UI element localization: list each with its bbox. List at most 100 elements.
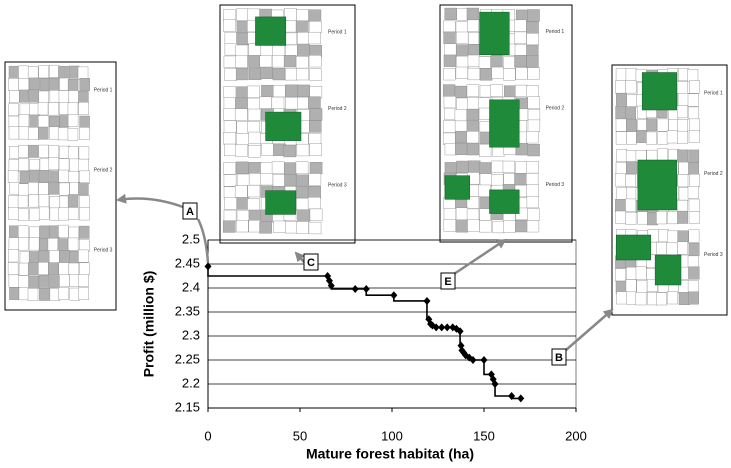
map-cell: [58, 287, 69, 300]
map-cell: [223, 120, 237, 133]
map-cell: [18, 114, 30, 128]
map-cell: [272, 67, 286, 81]
map-cell: [235, 161, 249, 174]
map-cell: [527, 96, 540, 109]
map-cell: [688, 118, 700, 132]
map-cell: [615, 131, 627, 145]
map-cell: [309, 86, 323, 99]
y-tick-label: 2.3: [182, 327, 200, 342]
map-cell: [455, 66, 468, 79]
map-cell: [455, 207, 469, 220]
map-cell: [38, 126, 49, 140]
map-cell: [309, 143, 322, 156]
map-cell: [646, 118, 657, 132]
y-tick-label: 2.25: [175, 351, 200, 366]
map-cell: [625, 174, 636, 187]
map-cell: [527, 67, 540, 80]
map-cell: [443, 31, 456, 44]
map-cell: [526, 44, 539, 57]
map-cell: [49, 170, 61, 184]
map-cell: [235, 44, 249, 57]
map-cell: [28, 127, 39, 140]
map-cell: [67, 194, 79, 208]
map-cell: [625, 80, 637, 94]
map-cell: [47, 262, 59, 276]
map-cell: [615, 68, 627, 82]
map-cell: [8, 126, 20, 140]
map-cell: [614, 173, 626, 187]
map-cell: [490, 84, 503, 97]
map-cell: [616, 149, 628, 163]
period-label: Period 3: [704, 252, 723, 258]
harvest-block: [616, 234, 652, 261]
map-cell: [79, 262, 90, 276]
map-cell: [223, 9, 236, 22]
callout-label: E: [444, 276, 451, 288]
data-point: [423, 296, 431, 305]
map-cell: [526, 220, 540, 233]
map-cell: [687, 69, 699, 82]
map-cell: [526, 195, 539, 209]
map-cell: [48, 102, 59, 116]
map-cell: [666, 130, 678, 144]
map-cell: [295, 161, 309, 174]
data-point: [456, 327, 464, 336]
data-point: [480, 356, 488, 364]
map-cell: [616, 92, 627, 106]
map-cell: [616, 291, 628, 305]
x-axis-title: Mature forest habitat (ha): [306, 446, 474, 462]
map-cell: [526, 55, 539, 68]
map-cell: [308, 133, 322, 146]
map-cell: [9, 225, 20, 239]
map-cell: [248, 173, 262, 186]
map-cell: [515, 67, 528, 80]
map-cell: [503, 173, 516, 186]
map-cell: [48, 157, 60, 171]
map-cell: [9, 146, 20, 159]
map-cell: [224, 43, 238, 56]
map-cell: [8, 249, 19, 263]
map-cell: [467, 97, 480, 110]
map-cell: [235, 144, 248, 157]
map-cell: [18, 183, 30, 197]
map-cell: [666, 242, 678, 256]
map-inset: Period 1 Period 2 Period 3: [4, 61, 117, 311]
period-label: Period 1: [704, 91, 723, 97]
map-cell: [526, 85, 539, 98]
map-cell: [456, 44, 469, 57]
map-cell: [676, 105, 688, 119]
map-cell: [59, 182, 70, 196]
map-cell: [625, 211, 637, 225]
map-cell: [247, 198, 260, 211]
harvest-block: [654, 254, 682, 286]
y-tick-label: 2.2: [182, 375, 200, 390]
map-cell: [79, 207, 90, 221]
map-cell: [67, 127, 79, 141]
map-cell: [492, 220, 505, 234]
map-cell: [27, 144, 39, 158]
map-cell: [38, 90, 49, 104]
plot-area: [207, 239, 577, 409]
map-cell: [236, 133, 249, 146]
map-cell: [38, 274, 50, 288]
map-cell: [78, 182, 89, 196]
map-cell: [296, 143, 310, 157]
map-cell: [38, 182, 49, 196]
map-cell: [636, 130, 647, 143]
map-cell: [49, 225, 60, 239]
map-cell: [283, 144, 297, 158]
map-cell: [296, 68, 309, 81]
map-cell: [27, 66, 39, 80]
map-cell: [443, 132, 456, 145]
map-cell: [49, 275, 60, 289]
map-cell: [58, 90, 70, 104]
step-segment: [393, 295, 427, 302]
map-cell: [656, 292, 667, 306]
map-cell: [514, 173, 527, 186]
period-label: Period 1: [94, 87, 113, 93]
callout-label: C: [307, 257, 315, 269]
map-cell: [69, 250, 80, 264]
map-cell: [527, 119, 541, 132]
map-cell: [260, 66, 273, 79]
map-cell: [58, 262, 69, 276]
